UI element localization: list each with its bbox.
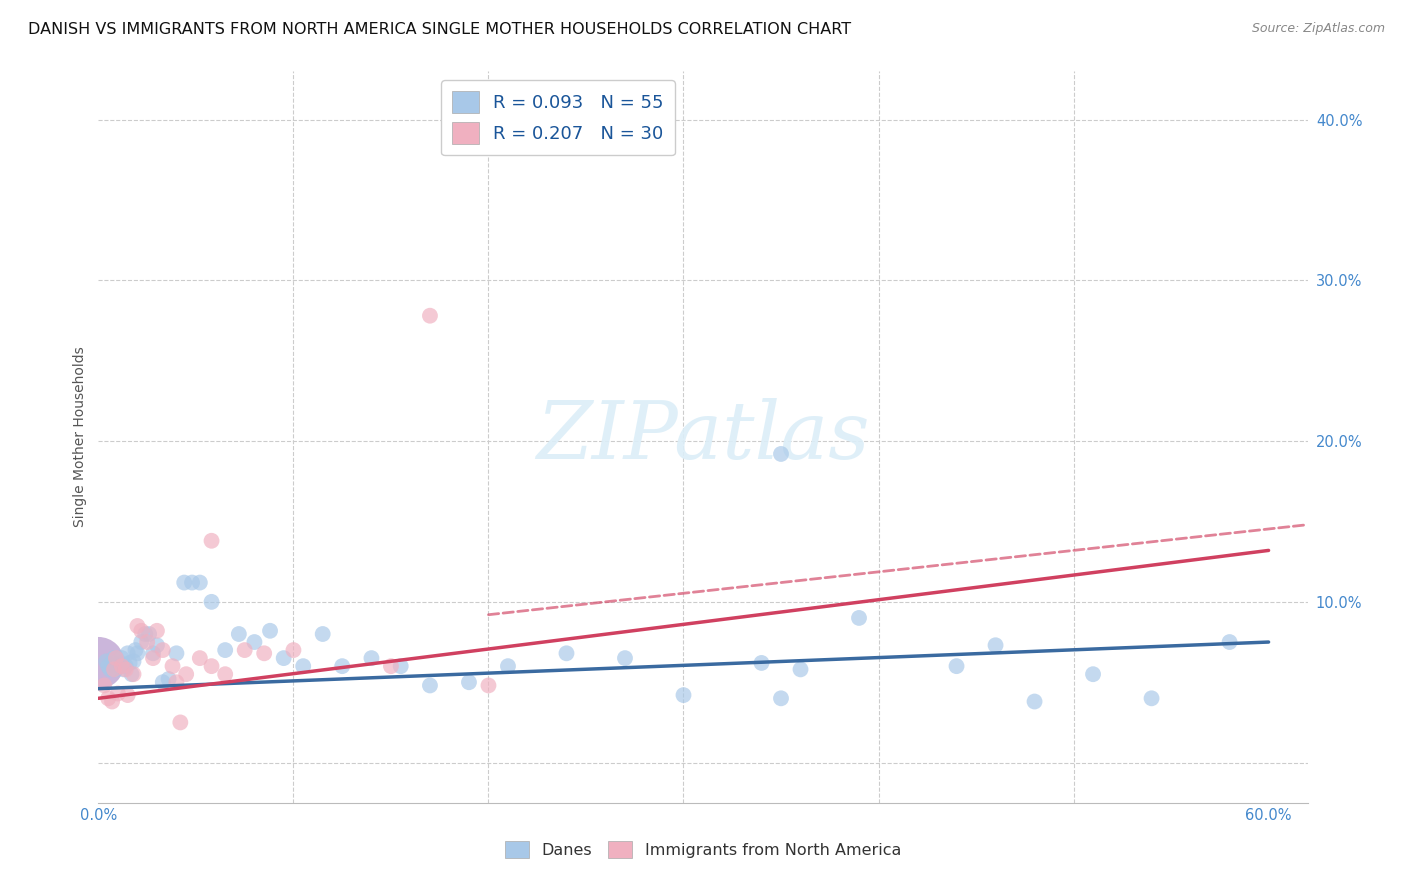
Point [103,662,125,676]
Point [127,646,149,660]
Point [200,595,222,609]
Point [152,675,174,690]
Point [114,659,136,673]
Point [165,675,187,690]
Point [477,678,499,692]
Point [136,635,159,649]
Point [131,624,153,638]
Point [121,667,143,681]
Point [389,659,412,673]
Point [107,659,129,673]
Legend: Danes, Immigrants from North America: Danes, Immigrants from North America [498,835,908,864]
Point [188,575,211,590]
Point [496,659,519,673]
Point [104,662,127,676]
Point [848,611,870,625]
Point [112,662,135,676]
Point [122,654,145,668]
Point [146,638,169,652]
Y-axis label: Single Mother Households: Single Mother Households [73,347,87,527]
Point [555,646,578,660]
Point [108,656,131,670]
Point [1024,694,1046,708]
Point [111,659,134,673]
Point [751,656,773,670]
Point [134,627,156,641]
Point [789,662,811,676]
Point [1219,635,1241,649]
Point [292,659,315,673]
Point [122,667,145,681]
Point [181,575,204,590]
Point [124,643,146,657]
Point [152,643,174,657]
Point [200,533,222,548]
Point [769,691,792,706]
Point [214,667,236,681]
Point [188,651,211,665]
Point [142,651,165,665]
Point [360,651,382,665]
Point [174,667,197,681]
Text: ZIPatlas: ZIPatlas [536,399,870,475]
Point [107,686,129,700]
Point [419,309,441,323]
Point [118,656,141,670]
Point [419,678,441,692]
Point [114,662,136,676]
Point [614,651,637,665]
Point [97,691,120,706]
Text: Source: ZipAtlas.com: Source: ZipAtlas.com [1251,22,1385,36]
Point [138,627,160,641]
Point [104,651,127,665]
Point [243,635,266,649]
Point [672,688,695,702]
Point [769,447,792,461]
Point [103,651,125,665]
Point [97,659,120,673]
Point [253,646,276,660]
Point [98,662,121,676]
Point [131,635,153,649]
Point [330,659,353,673]
Point [96,654,118,668]
Point [117,688,139,702]
Point [87,656,110,670]
Point [984,638,1007,652]
Point [169,715,191,730]
Point [228,627,250,641]
Point [259,624,281,638]
Point [233,643,256,657]
Point [157,672,180,686]
Point [312,627,335,641]
Point [101,656,124,670]
Point [1140,691,1163,706]
Point [117,646,139,660]
Point [273,651,295,665]
Text: DANISH VS IMMIGRANTS FROM NORTH AMERICA SINGLE MOTHER HOUSEHOLDS CORRELATION CHA: DANISH VS IMMIGRANTS FROM NORTH AMERICA … [28,22,851,37]
Point [283,643,305,657]
Point [214,643,236,657]
Point [101,694,124,708]
Point [380,659,402,673]
Point [1081,667,1104,681]
Point [93,678,115,692]
Point [162,659,184,673]
Point [142,646,165,660]
Point [945,659,967,673]
Point [200,659,222,673]
Point [458,675,481,690]
Point [146,624,169,638]
Point [127,619,149,633]
Point [173,575,195,590]
Point [165,646,187,660]
Point [111,651,134,665]
